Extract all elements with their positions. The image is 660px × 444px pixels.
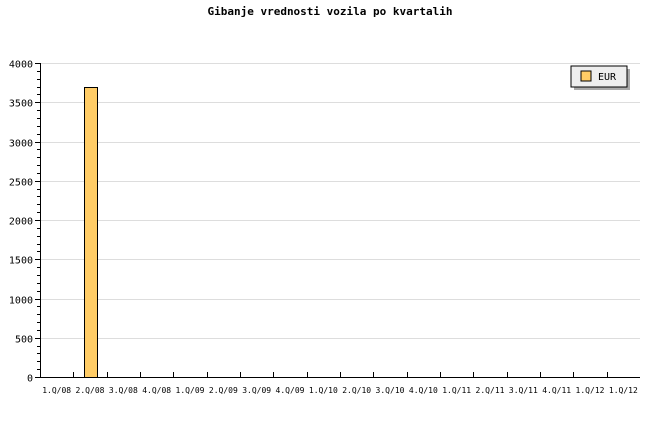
legend-swatch-eur (580, 70, 592, 82)
y-tick-label: 4000 (9, 60, 33, 71)
y-tick-label: 3000 (9, 139, 33, 150)
x-tick-label: 1.Q/08 (42, 386, 71, 395)
y-tick-label: 3500 (9, 99, 33, 110)
x-tick-label: 1.Q/12 (576, 386, 605, 395)
x-tick-label: 3.Q/09 (242, 386, 271, 395)
x-tick-label: 3.Q/11 (509, 386, 538, 395)
x-tick-label: 2.Q/09 (209, 386, 238, 395)
x-tick-label: 4.Q/11 (542, 386, 571, 395)
x-tick-label: 2.Q/11 (476, 386, 505, 395)
x-tick-label: 2.Q/10 (342, 386, 371, 395)
bar-eur-2Q08 (84, 87, 98, 378)
y-tick-label: 1000 (9, 296, 33, 307)
y-tick-label: 2500 (9, 178, 33, 189)
x-tick-label: 4.Q/10 (409, 386, 438, 395)
y-tick-label: 500 (15, 335, 33, 346)
x-tick-label: 3.Q/08 (109, 386, 138, 395)
x-tick-label: 2.Q/08 (76, 386, 105, 395)
y-tick-label: 0 (27, 374, 33, 385)
x-tick-label: 3.Q/10 (376, 386, 405, 395)
x-tick-label: 1.Q/12 (609, 386, 638, 395)
chart-title: Gibanje vrednosti vozila po kvartalih (207, 5, 452, 18)
x-tick-label: 1.Q/10 (309, 386, 338, 395)
legend: EUR (570, 65, 630, 90)
y-tick-label: 2000 (9, 217, 33, 228)
x-tick-label: 1.Q/11 (442, 386, 471, 395)
x-tick-label: 1.Q/09 (176, 386, 205, 395)
y-tick-label: 1500 (9, 256, 33, 267)
x-tick-label: 4.Q/09 (276, 386, 305, 395)
legend-label-eur: EUR (598, 72, 617, 83)
x-tick-label: 4.Q/08 (142, 386, 171, 395)
